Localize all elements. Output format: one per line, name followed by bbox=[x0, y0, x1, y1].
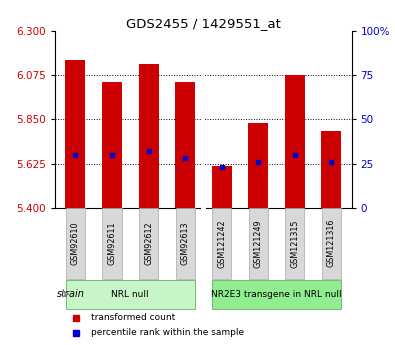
FancyBboxPatch shape bbox=[322, 208, 341, 279]
Bar bbox=[285, 75, 305, 208]
FancyBboxPatch shape bbox=[212, 280, 341, 309]
Text: GSM92612: GSM92612 bbox=[144, 221, 153, 265]
Title: GDS2455 / 1429551_at: GDS2455 / 1429551_at bbox=[126, 17, 281, 30]
Bar bbox=[248, 124, 268, 208]
Text: GSM121242: GSM121242 bbox=[217, 219, 226, 268]
FancyBboxPatch shape bbox=[212, 208, 231, 279]
FancyBboxPatch shape bbox=[176, 208, 195, 279]
Bar bbox=[212, 166, 232, 208]
Text: NR2E3 transgene in NRL null: NR2E3 transgene in NRL null bbox=[211, 289, 342, 298]
Text: GSM121315: GSM121315 bbox=[290, 219, 299, 267]
Bar bbox=[65, 60, 85, 208]
FancyBboxPatch shape bbox=[66, 208, 85, 279]
Text: GSM92613: GSM92613 bbox=[181, 221, 190, 265]
Text: NRL null: NRL null bbox=[111, 289, 149, 298]
Text: GSM92611: GSM92611 bbox=[107, 221, 117, 265]
Text: GSM92610: GSM92610 bbox=[71, 221, 80, 265]
FancyBboxPatch shape bbox=[201, 208, 206, 279]
Text: GSM121316: GSM121316 bbox=[327, 219, 336, 267]
Text: transformed count: transformed count bbox=[91, 313, 175, 322]
Text: strain: strain bbox=[56, 289, 84, 299]
Bar bbox=[175, 82, 195, 208]
FancyBboxPatch shape bbox=[102, 208, 122, 279]
FancyBboxPatch shape bbox=[139, 208, 158, 279]
Text: GSM121249: GSM121249 bbox=[254, 219, 263, 268]
Bar bbox=[322, 131, 342, 208]
FancyBboxPatch shape bbox=[66, 280, 195, 309]
Text: percentile rank within the sample: percentile rank within the sample bbox=[91, 328, 244, 337]
FancyBboxPatch shape bbox=[285, 208, 305, 279]
Bar bbox=[139, 65, 159, 208]
FancyBboxPatch shape bbox=[249, 208, 268, 279]
Bar bbox=[102, 82, 122, 208]
